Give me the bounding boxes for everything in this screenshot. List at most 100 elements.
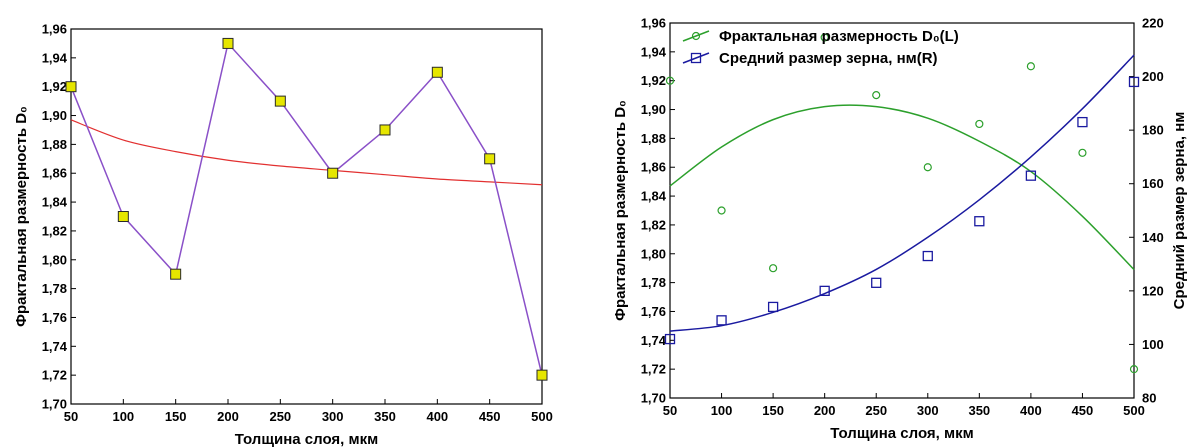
grain-point [1128, 76, 1140, 88]
data-point [65, 81, 77, 93]
y-tick-label: 1,96 [641, 16, 666, 31]
grain-point [716, 315, 727, 326]
y2-tick-label: 180 [1142, 123, 1164, 138]
chart-right: 50 100 150 200 250 300 350 400 450 500 1,70 1,72 1,7… [612, 16, 1188, 443]
data-point [170, 268, 182, 280]
grain-point [922, 250, 933, 262]
y-tick-label: 1,74 [641, 333, 667, 348]
y2-axis-title: Средний размер зерна, нм [1171, 112, 1188, 310]
grain-fit-curve [669, 54, 1135, 332]
x-tick-label: 500 [1123, 403, 1145, 418]
y2-tick-label: 100 [1142, 337, 1164, 352]
x-tick-label: 250 [865, 403, 887, 418]
legend-label-fractal: Фрактальная размерность D₀(L) [719, 28, 959, 45]
legend-line-fractal [682, 30, 710, 42]
y2-tick-label: 200 [1142, 69, 1164, 84]
x-tick-label: 350 [374, 409, 396, 424]
x-axis-title: Толщина слоя, мкм [830, 425, 973, 442]
x-tick-label: 400 [1020, 403, 1042, 418]
y-tick-label: 1,70 [42, 397, 67, 412]
legend-marker-grain [690, 52, 702, 64]
fractal-point [1078, 148, 1087, 157]
y2-tick-label: 140 [1142, 230, 1164, 245]
y-tick-label: 1,88 [641, 131, 666, 146]
x-tick-label: 100 [711, 403, 733, 418]
y-tick-label: 1,72 [42, 368, 67, 383]
y-tick-label: 1,84 [641, 189, 667, 204]
x-tick-label: 150 [165, 409, 187, 424]
x-tick-label: 450 [479, 409, 501, 424]
x-tick-label: 500 [531, 409, 553, 424]
y-tick-label: 1,74 [42, 339, 68, 354]
y-axis-title: Фрактальная размерность D₀ [13, 106, 30, 327]
y-tick-label: 1,84 [42, 195, 68, 210]
fractal-point [820, 33, 829, 42]
y-tick-label: 1,92 [641, 73, 666, 88]
y-tick-label: 1,76 [42, 310, 67, 325]
y-tick-label: 1,80 [42, 252, 67, 267]
data-point [274, 95, 286, 107]
chart-left: 50 100 150 200 250 300 350 400 450 500 1,70 1,72 1,7… [13, 22, 553, 448]
fractal-point [872, 91, 881, 100]
x-tick-label: 350 [968, 403, 990, 418]
y-tick-label: 1,94 [641, 44, 667, 59]
y-tick-label: 1,92 [42, 79, 67, 94]
y2-tick-label: 120 [1142, 283, 1164, 298]
grain-point [767, 301, 779, 313]
y-tick-label: 1,78 [641, 275, 666, 290]
y-tick-label: 1,70 [641, 391, 666, 406]
y-axis-title: Фрактальная размерность D₀ [612, 100, 629, 321]
fractal-point [923, 163, 932, 172]
y-tick-label: 1,90 [42, 108, 67, 123]
series-line [70, 41, 543, 376]
legend-label-grain: Средний размер зерна, нм(R) [719, 50, 938, 67]
legend: Фрактальная размерность D₀(L) Средний раз… [682, 28, 959, 67]
grain-point [664, 333, 676, 345]
y-tick-label: 1,90 [641, 102, 666, 117]
fractal-point [1026, 62, 1035, 71]
plot-frame [669, 22, 1135, 399]
x-tick-label: 450 [1072, 403, 1094, 418]
y-tick-label: 1,86 [42, 166, 67, 181]
x-tick-label: 50 [663, 403, 677, 418]
y-tick-label: 1,96 [42, 22, 67, 37]
x-tick-label: 50 [64, 409, 78, 424]
legend-marker-fractal [691, 31, 701, 41]
data-point [431, 66, 443, 78]
x-tick-label: 200 [814, 403, 836, 418]
x-tick-label: 300 [322, 409, 344, 424]
y-tick-label: 1,86 [641, 160, 666, 175]
fractal-point [769, 264, 778, 273]
plot-frame [70, 28, 543, 405]
x-tick-label: 300 [917, 403, 939, 418]
data-point [484, 153, 496, 165]
x-tick-label: 100 [112, 409, 134, 424]
y2-tick-label: 220 [1142, 16, 1164, 31]
grain-point [819, 285, 830, 297]
data-point [327, 167, 339, 179]
data-point [379, 124, 391, 136]
fractal-point [717, 206, 726, 215]
legend-line-grain [682, 52, 710, 64]
grain-point [1025, 170, 1037, 181]
y-tick-label: 1,78 [42, 281, 67, 296]
grain-point [871, 277, 882, 288]
x-tick-label: 200 [217, 409, 239, 424]
y-tick-label: 1,88 [42, 137, 67, 152]
y2-tick-label: 160 [1142, 176, 1164, 191]
fractal-point [1129, 365, 1139, 374]
y2-tick-label: 80 [1142, 391, 1156, 406]
y-tick-label: 1,94 [42, 50, 68, 65]
data-point [536, 369, 548, 381]
y-tick-label: 1,80 [641, 246, 666, 261]
grain-point [974, 216, 985, 227]
x-tick-label: 250 [269, 409, 291, 424]
y-tick-label: 1,82 [641, 217, 666, 232]
fractal-point [665, 76, 675, 85]
y-tick-label: 1,76 [641, 304, 666, 319]
fractal-fit-curve [669, 104, 1135, 271]
data-point [222, 37, 234, 49]
data-point [117, 211, 129, 222]
fractal-point [975, 119, 984, 129]
